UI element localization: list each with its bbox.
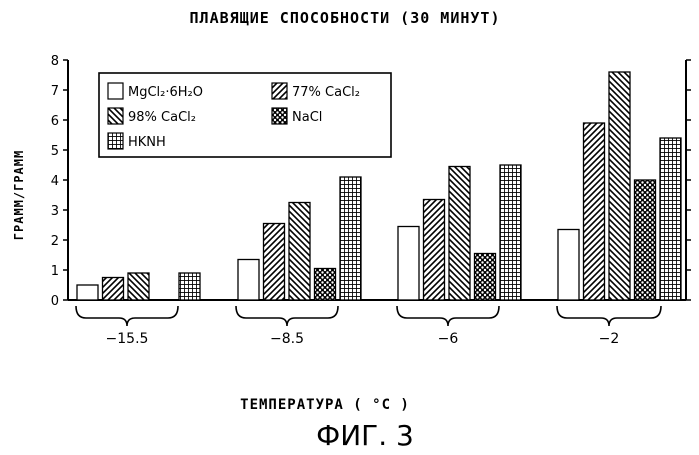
legend-label: HKNH bbox=[128, 135, 166, 150]
bar bbox=[289, 203, 310, 301]
y-tick-label: 2 bbox=[51, 234, 59, 249]
x-category-label: −8.5 bbox=[270, 331, 304, 347]
legend: MgCl₂·6H₂O 77% CaCl₂ 98% CaCl₂ NaCl HKNH bbox=[99, 73, 391, 157]
y-tick-label: 5 bbox=[51, 144, 59, 159]
bar bbox=[340, 177, 361, 300]
legend-swatch bbox=[108, 133, 123, 149]
legend-swatch bbox=[272, 83, 287, 99]
bar bbox=[449, 167, 470, 301]
bar bbox=[398, 227, 419, 301]
bar bbox=[609, 72, 630, 300]
bar bbox=[315, 269, 336, 301]
legend-label: 77% CaCl₂ bbox=[292, 85, 360, 100]
category-brace bbox=[76, 306, 178, 326]
category-brace bbox=[236, 306, 338, 326]
bar bbox=[103, 278, 124, 301]
category-brace bbox=[557, 306, 661, 326]
category-brace bbox=[397, 306, 499, 326]
bar bbox=[424, 200, 445, 301]
x-category-label: −15.5 bbox=[106, 331, 149, 347]
bar bbox=[660, 138, 681, 300]
y-tick-label: 7 bbox=[51, 84, 59, 99]
y-axis-label: ГРАММ/ГРАММ bbox=[12, 150, 26, 240]
x-category-label: −2 bbox=[599, 331, 620, 347]
legend-swatch bbox=[108, 108, 123, 124]
y-tick-label: 0 bbox=[51, 294, 59, 309]
x-axis-label: ТЕМПЕРАТУРА ( °C ) bbox=[240, 397, 410, 413]
bar bbox=[238, 260, 259, 301]
bar bbox=[558, 230, 579, 301]
y-tick-label: 3 bbox=[51, 204, 59, 219]
chart-title: ПЛАВЯЩИЕ СПОСОБНОСТИ (30 МИНУТ) bbox=[190, 9, 501, 27]
legend-label: NaCl bbox=[292, 110, 322, 125]
bar bbox=[128, 273, 149, 300]
legend-swatch bbox=[108, 83, 123, 99]
bar bbox=[635, 180, 656, 300]
figure-caption: ФИГ. 3 bbox=[316, 419, 414, 452]
y-tick-label: 1 bbox=[51, 264, 59, 279]
y-tick-label: 8 bbox=[51, 54, 59, 69]
bar bbox=[264, 224, 285, 301]
y-tick-label: 6 bbox=[51, 114, 59, 129]
legend-label: MgCl₂·6H₂O bbox=[128, 85, 203, 100]
category-braces: −15.5 −8.5 −6 −2 bbox=[76, 306, 661, 347]
legend-label: 98% CaCl₂ bbox=[128, 110, 196, 125]
x-category-label: −6 bbox=[438, 331, 459, 347]
bar bbox=[77, 285, 98, 300]
bar bbox=[179, 273, 200, 300]
legend-swatch bbox=[272, 108, 287, 124]
y-tick-label: 4 bbox=[51, 174, 59, 189]
bar bbox=[475, 254, 496, 301]
bar bbox=[584, 123, 605, 300]
bar bbox=[500, 165, 521, 300]
